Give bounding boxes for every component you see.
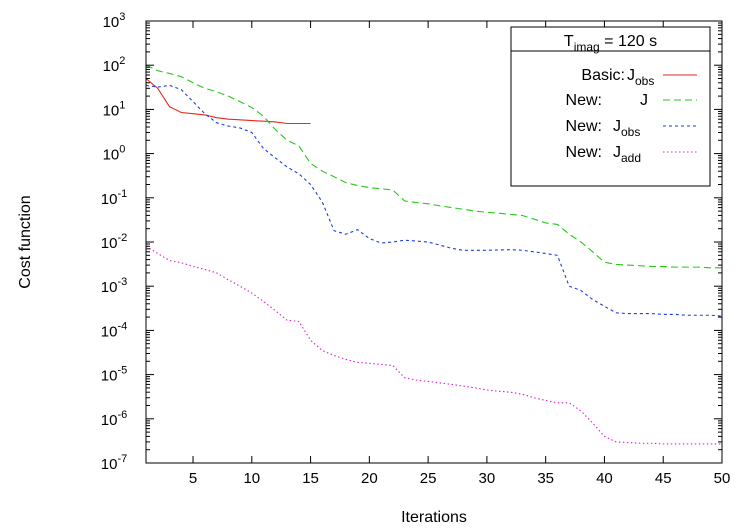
y-tick-label: 10-3: [101, 276, 127, 296]
legend-label-prefix-2: New:: [566, 92, 602, 109]
x-tick-label: 20: [361, 470, 378, 487]
y-axis-title: Cost function: [17, 195, 34, 288]
x-tick-label: 5: [189, 470, 197, 487]
series-line-3: [146, 84, 722, 317]
legend-label-var-3: Jobs: [613, 118, 640, 139]
legend-label-prefix-1: Basic:: [581, 67, 625, 84]
axes: 5 10 15 20 25 30 35 40 45 50 10-7 10-6 10-5 10-4 10-3 1…: [101, 11, 731, 487]
x-tick-label: 30: [479, 470, 496, 487]
y-tick-label: 10-1: [101, 188, 127, 208]
x-tick-label: 10: [243, 470, 260, 487]
x-tick-label: 35: [537, 470, 554, 487]
y-tick-label: 102: [103, 55, 126, 75]
x-tick-label: 15: [302, 470, 319, 487]
x-axis-title: Iterations: [401, 509, 467, 526]
legend-label-var-4: Jadd: [613, 144, 641, 165]
y-tick-label: 10-2: [101, 232, 127, 252]
y-tick-label: 10-7: [101, 453, 127, 473]
y-tick-label: 100: [103, 144, 126, 164]
legend-title: Timag = 120 s: [564, 33, 657, 54]
series-line-4: [146, 245, 722, 445]
plot-area: [146, 64, 722, 445]
legend-box: [510, 26, 711, 187]
series-line-2: [146, 64, 722, 269]
y-tick-label: 103: [103, 11, 126, 31]
x-tick-label: 40: [596, 470, 613, 487]
x-tick-label: 50: [714, 470, 731, 487]
y-tick-label: 10-4: [101, 320, 127, 340]
y-tick-label: 101: [103, 99, 126, 119]
legend-label-prefix-3: New:: [566, 118, 602, 135]
legend-label-var-1: Jobs: [627, 67, 654, 88]
y-tick-label: 10-5: [101, 365, 127, 385]
x-tick-label: 45: [655, 470, 672, 487]
y-tick-label: 10-6: [101, 409, 127, 429]
series-line-1: [146, 78, 311, 125]
x-tick-label: 25: [420, 470, 437, 487]
legend-label-var-2: J: [640, 92, 648, 109]
legend-label-prefix-4: New:: [566, 144, 602, 161]
